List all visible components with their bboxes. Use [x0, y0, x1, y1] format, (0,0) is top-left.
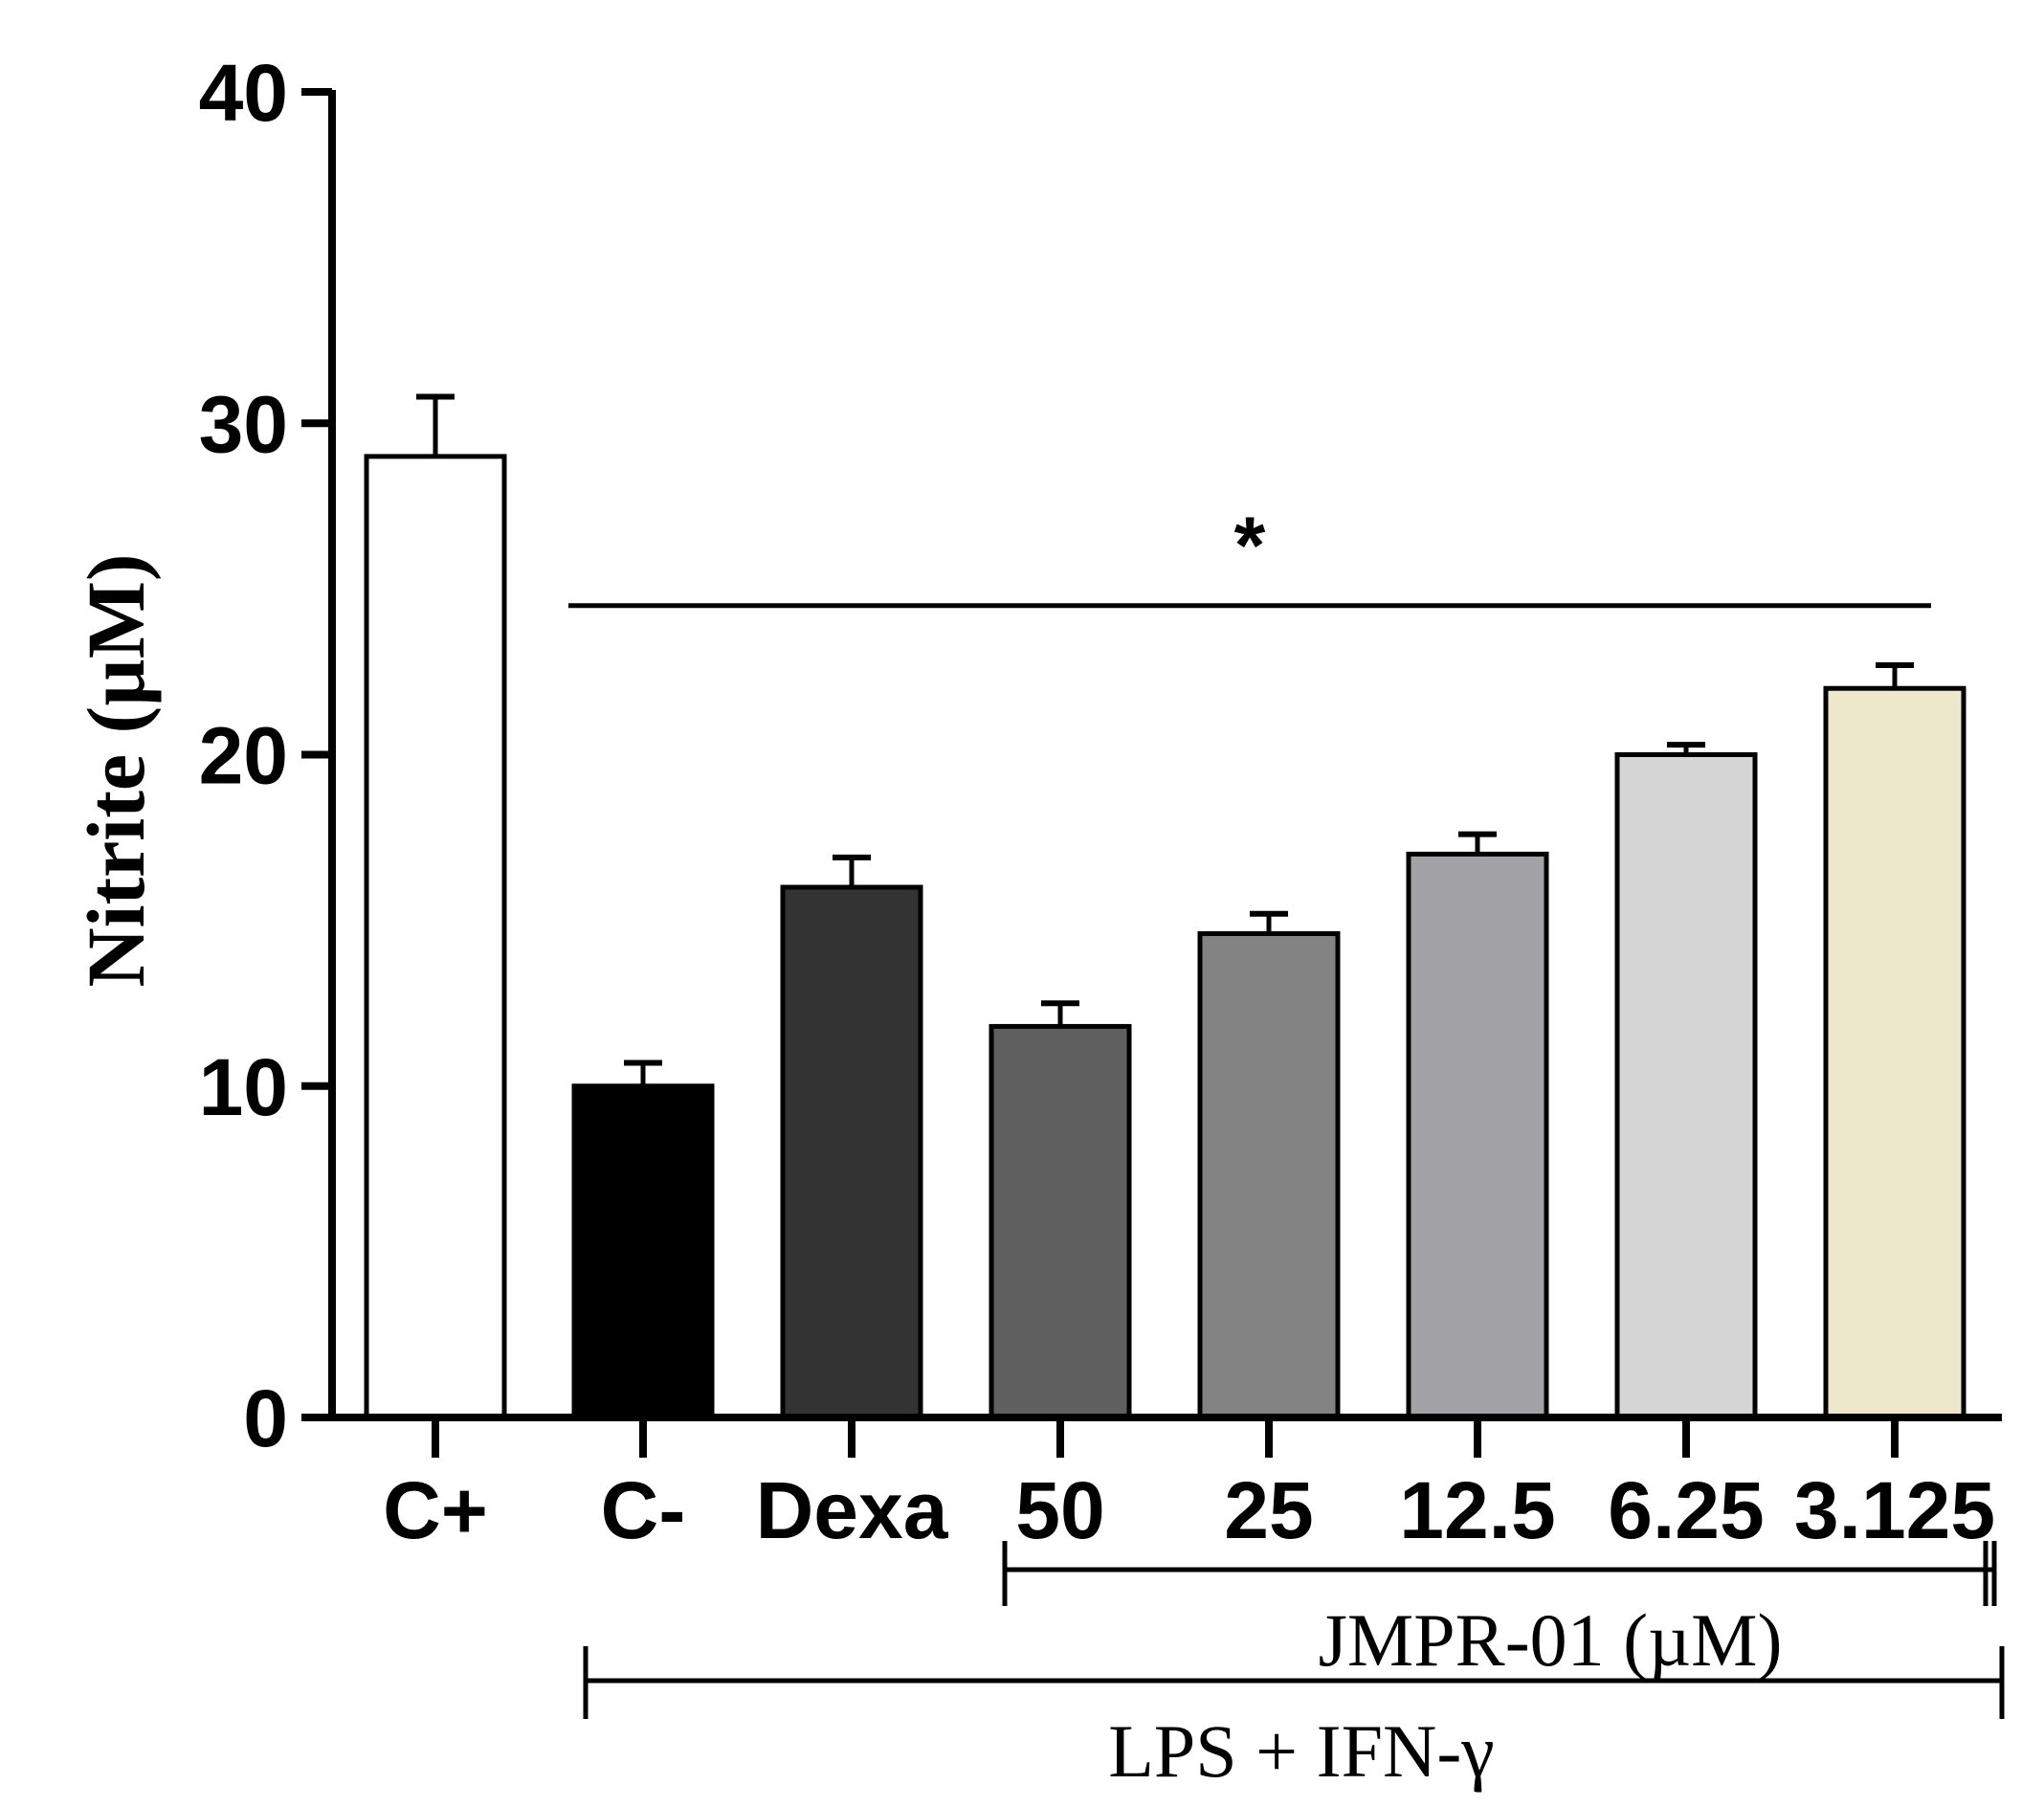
y-tick-label-1: 10: [199, 1042, 288, 1132]
bar-7: [1823, 685, 1966, 1420]
bar-2: [780, 884, 923, 1420]
annotation-layer: * JMPR-01 (µM) LPS + IFN-γ: [568, 501, 2005, 1793]
axes-layer: 0 10 20 30 40 C+ C- Dexa 50 25 12.5 6.25 3.125: [199, 48, 2002, 1555]
x-tick-label-6: 6.25: [1608, 1465, 1765, 1555]
y-tick-label-3: 30: [199, 379, 288, 469]
bar-6: [1614, 752, 1758, 1420]
x-tick-label-5: 12.5: [1399, 1465, 1556, 1555]
x-tick-label-1: C-: [601, 1465, 686, 1555]
bars-layer: [364, 393, 1966, 1420]
x-tick-label-2: Dexa: [756, 1465, 949, 1555]
bar-0: [364, 454, 507, 1420]
x-tick-label-4: 25: [1224, 1465, 1313, 1555]
lps-group-label: LPS + IFN-γ: [1108, 1709, 1495, 1793]
bar-3: [989, 1023, 1132, 1420]
y-tick-label-2: 20: [199, 711, 288, 801]
y-tick-label-0: 0: [243, 1373, 288, 1463]
jmpr-group-label: JMPR-01 (µM): [1319, 1598, 1783, 1682]
y-tick-label-4: 40: [199, 48, 288, 138]
y-axis-label: Nitrite (µM): [70, 553, 162, 987]
bar-5: [1406, 851, 1549, 1420]
bar-1: [571, 1083, 715, 1420]
x-tick-label-0: C+: [383, 1465, 488, 1555]
x-tick-label-7: 3.125: [1794, 1465, 1995, 1555]
significance-star: *: [1234, 501, 1266, 591]
bar-4: [1197, 930, 1341, 1420]
x-tick-label-3: 50: [1015, 1465, 1104, 1555]
